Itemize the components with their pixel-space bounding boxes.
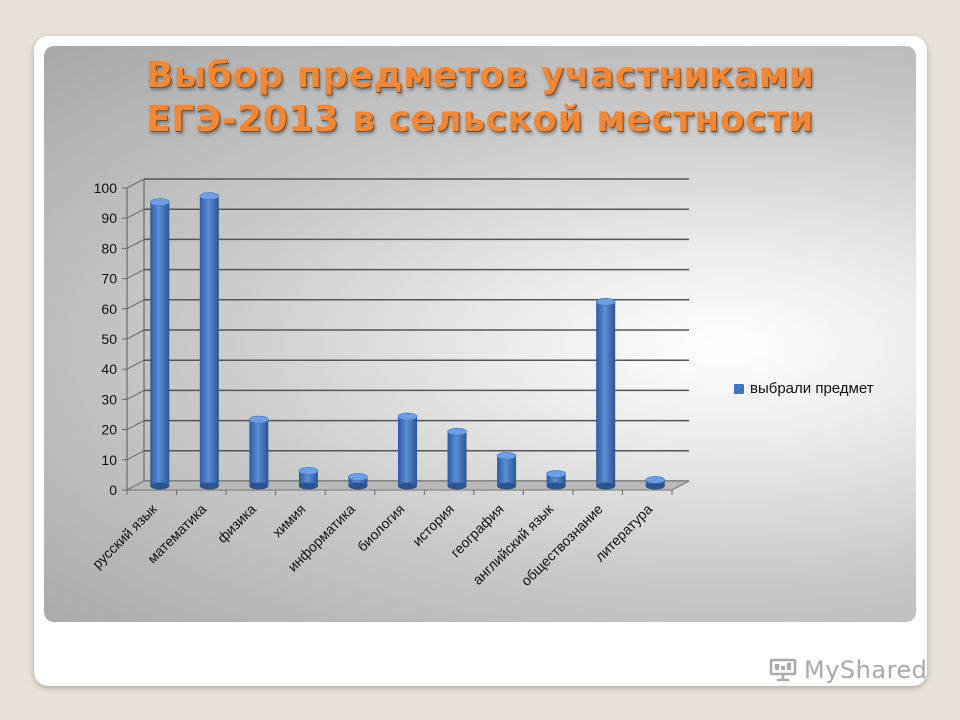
bar-body <box>497 455 517 486</box>
bar-base <box>199 482 219 490</box>
gridline-depth <box>126 208 145 219</box>
bar <box>447 427 467 490</box>
bar-base <box>497 482 517 490</box>
y-tick-label: 0 <box>109 482 117 498</box>
gridline-depth <box>126 389 145 400</box>
bar-body <box>596 301 616 486</box>
y-tick-label: 10 <box>101 452 117 468</box>
bar-body <box>298 470 318 486</box>
y-tick-label: 100 <box>94 180 118 196</box>
bar-base <box>546 482 566 490</box>
gridline-depth <box>126 329 145 340</box>
bar <box>348 473 368 490</box>
bar-base <box>398 482 417 490</box>
bar <box>298 467 319 490</box>
slide-title: Выбор предметов участниками ЕГЭ-2013 в с… <box>44 54 916 142</box>
bar <box>546 470 566 490</box>
bar <box>199 192 220 490</box>
bar <box>149 198 170 490</box>
x-tick-label: физика <box>214 501 259 546</box>
slideshow-icon <box>769 658 797 682</box>
bar-top <box>348 473 368 481</box>
bar <box>595 297 616 490</box>
bar-base <box>596 482 616 490</box>
gridline-depth <box>126 178 145 189</box>
bar-base <box>645 482 665 490</box>
y-tick-label: 80 <box>101 240 117 256</box>
legend-swatch <box>734 383 744 394</box>
bar <box>397 412 418 490</box>
title-line-2: ЕГЭ-2013 в сельской местности <box>146 99 814 140</box>
bar-top <box>397 412 418 421</box>
y-tick-label: 20 <box>101 422 117 438</box>
gridline-depth <box>126 238 145 249</box>
bar-top <box>298 467 319 475</box>
gridline-depth <box>126 420 145 431</box>
bar-body <box>348 476 368 486</box>
bar-body <box>398 416 417 486</box>
title-line-1: Выбор предметов участниками <box>145 55 815 96</box>
y-tick-label: 30 <box>101 391 117 407</box>
bar-body <box>199 196 219 486</box>
bar-base <box>249 482 269 490</box>
bar <box>645 476 666 490</box>
x-tick-label: история <box>409 501 457 549</box>
gridline-depth <box>126 269 145 280</box>
bar-top <box>249 415 269 424</box>
bar-top <box>199 192 220 200</box>
bar-base <box>150 482 170 490</box>
bar-top <box>546 470 566 478</box>
y-tick-label: 90 <box>101 210 117 226</box>
watermark-text: MyShared <box>804 656 928 684</box>
chart-legend: выбрали предмет <box>734 380 874 397</box>
y-tick-label: 70 <box>101 271 117 287</box>
bar-body <box>249 419 269 486</box>
legend-label: выбрали предмет <box>750 380 874 397</box>
gridline-depth <box>126 450 145 461</box>
bar-base <box>348 482 368 490</box>
bar-body <box>150 202 170 486</box>
y-tick-label: 40 <box>101 361 117 377</box>
y-tick-label: 60 <box>101 301 117 317</box>
bar-top <box>149 198 170 206</box>
x-tick-label: биология <box>354 501 408 555</box>
bar <box>249 415 269 490</box>
bar-top <box>595 297 616 306</box>
bar-base <box>298 482 318 490</box>
x-tick-label: химия <box>269 501 308 540</box>
slide-panel: Выбор предметов участниками ЕГЭ-2013 в с… <box>44 46 916 622</box>
gridline-depth <box>126 359 145 370</box>
bar-top <box>645 476 666 484</box>
y-tick-label: 50 <box>101 331 117 347</box>
bar-base <box>447 482 467 490</box>
watermark: MyShared <box>768 656 927 684</box>
bar-top <box>447 427 467 436</box>
bar-body <box>447 431 467 486</box>
bar <box>496 451 517 490</box>
chart-bars <box>149 192 666 490</box>
gridline-depth <box>126 299 145 310</box>
y-axis: 0 10 20 30 40 50 60 70 80 90 100 <box>94 180 118 498</box>
bar-top <box>496 451 517 460</box>
